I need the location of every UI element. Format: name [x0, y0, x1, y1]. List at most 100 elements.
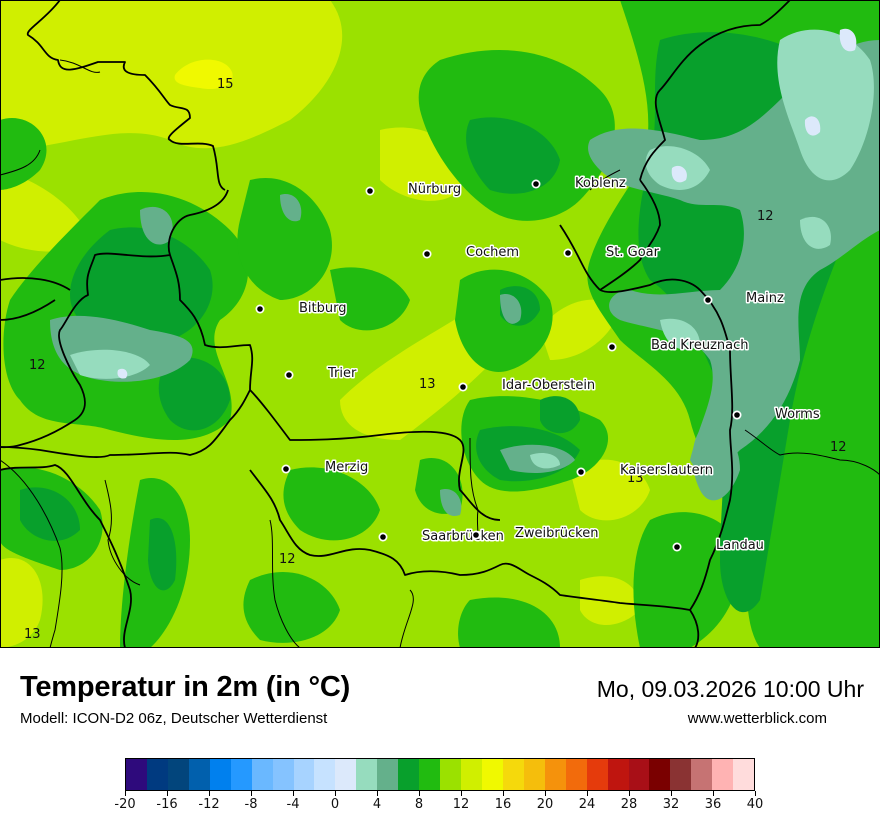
temperature-map: 15 12 12 13 12 13 12 13 Nürburg Koblenz Cochem St.… — [0, 0, 880, 648]
colorbar-tick-label: -4 — [286, 797, 300, 812]
colorbar-tick — [587, 791, 588, 796]
colorbar-tick — [629, 791, 630, 796]
isotherm-label: 12 — [279, 552, 296, 567]
colorbar-tick — [503, 791, 504, 796]
colorbar-tick — [293, 791, 294, 796]
colorbar-bin — [398, 759, 420, 790]
city-label: Zweibrücken — [515, 526, 598, 541]
city-markers: Nürburg Koblenz Cochem St. Goar Bitburg Mainz… — [255, 175, 821, 555]
colorbar-bin — [607, 759, 629, 790]
website-link[interactable]: www.wetterblick.com — [687, 710, 827, 727]
city-marker: Worms — [732, 406, 821, 424]
colorbar-bin — [188, 759, 210, 790]
colorbar-bin — [126, 759, 147, 790]
city-dot-icon — [734, 412, 740, 418]
colorbar-tick — [419, 791, 420, 796]
colorbar-tick — [335, 791, 336, 796]
colorbar-tick — [377, 791, 378, 796]
colorbar-bin — [523, 759, 545, 790]
colorbar-tick — [755, 791, 756, 796]
field-hot-core — [174, 59, 233, 90]
city-dot-icon — [424, 251, 430, 257]
city-marker: Bitburg — [255, 300, 348, 318]
city-dot-icon — [473, 532, 479, 538]
colorbar-bin — [440, 759, 461, 790]
colorbar-tick-label: 24 — [578, 797, 596, 812]
city-dot-icon — [705, 297, 711, 303]
city-marker: Idar-Oberstein — [458, 377, 597, 395]
colorbar-bin — [461, 759, 482, 790]
colorbar-tick-label: 4 — [372, 797, 382, 812]
city-dot-icon — [367, 188, 373, 194]
colorbar-tick — [545, 791, 546, 796]
city-label: Bitburg — [299, 301, 347, 316]
city-label: St. Goar — [606, 245, 660, 260]
colorbar-bin — [251, 759, 273, 790]
colorbar-ticks: -20 -16 -12 -8 -4 0 4 8 12 16 20 24 28 32 36 40 — [114, 791, 763, 821]
colorbar-bin — [419, 759, 441, 790]
isotherm-label: 12 — [29, 358, 46, 373]
city-label: Merzig — [325, 460, 368, 475]
city-label: Landau — [716, 538, 764, 553]
city-dot-icon — [565, 250, 571, 256]
colorbar-tick — [209, 791, 210, 796]
colorbar-bin — [481, 759, 503, 790]
city-dot-icon — [283, 466, 289, 472]
colorbar-bin — [565, 759, 587, 790]
field-coldest-spots — [117, 28, 857, 379]
isotherm-label: 12 — [830, 440, 847, 455]
isotherm-label: 13 — [24, 627, 41, 642]
city-marker: Kaiserslautern — [576, 462, 715, 480]
colorbar-tick — [461, 791, 462, 796]
city-marker: Cochem — [422, 244, 521, 262]
colorbar-tick-label: -8 — [244, 797, 258, 812]
city-marker: St. Goar — [563, 244, 661, 262]
colorbar-bin — [586, 759, 608, 790]
colorbar-bin — [649, 759, 671, 790]
colorbar-tick — [125, 791, 126, 796]
city-label: Kaiserslautern — [620, 463, 713, 478]
colorbar-bin — [146, 759, 168, 790]
city-marker: Landau — [672, 537, 765, 555]
model-source: Modell: ICON-D2 06z, Deutscher Wetterdie… — [20, 710, 328, 727]
chart-title: Temperatur in 2m (in °C) — [20, 671, 351, 703]
isotherm-label: 15 — [217, 77, 234, 92]
city-dot-icon — [286, 372, 292, 378]
isotherm-label: 13 — [419, 377, 436, 392]
city-label: Saarbrücken — [422, 529, 504, 544]
colorbar-tick — [713, 791, 714, 796]
city-dot-icon — [533, 181, 539, 187]
colorbar-bin — [691, 759, 713, 790]
city-label: Idar-Oberstein — [502, 378, 595, 393]
colorbar-bin — [209, 759, 231, 790]
city-marker: Nürburg — [365, 181, 463, 199]
isotherm-labels: 15 12 12 13 12 13 12 13 — [24, 77, 847, 642]
colorbar-tick-label: 16 — [494, 797, 512, 812]
colorbar-tick-label: -20 — [114, 797, 136, 812]
city-label: Cochem — [466, 245, 519, 260]
city-dot-icon — [674, 544, 680, 550]
colorbar-bin — [544, 759, 566, 790]
colorbar-tick-label: 28 — [620, 797, 638, 812]
city-marker: Saarbrücken — [378, 528, 505, 546]
colorbar-bin — [502, 759, 524, 790]
colorbar-bin — [272, 759, 294, 790]
colorbar-bin — [230, 759, 252, 790]
city-marker: Mainz — [703, 290, 786, 308]
colorbar-bin — [712, 759, 734, 790]
city-label: Koblenz — [575, 176, 626, 191]
city-label: Bad Kreuznach — [651, 338, 749, 353]
colorbar-tick-label: 32 — [662, 797, 680, 812]
footer: Temperatur in 2m (in °C) Modell: ICON-D2… — [0, 648, 880, 830]
isotherm-label: 12 — [757, 209, 774, 224]
temperature-colorbar — [125, 758, 755, 791]
colorbar-bin — [628, 759, 650, 790]
city-dot-icon — [380, 534, 386, 540]
colorbar-bin — [314, 759, 336, 790]
colorbar-tick-label: -12 — [198, 797, 220, 812]
field-cold-band — [70, 29, 874, 469]
city-dot-icon — [609, 344, 615, 350]
colorbar-tick-label: 36 — [704, 797, 722, 812]
city-dot-icon — [460, 384, 466, 390]
isotherm-label: 13 — [627, 471, 644, 486]
